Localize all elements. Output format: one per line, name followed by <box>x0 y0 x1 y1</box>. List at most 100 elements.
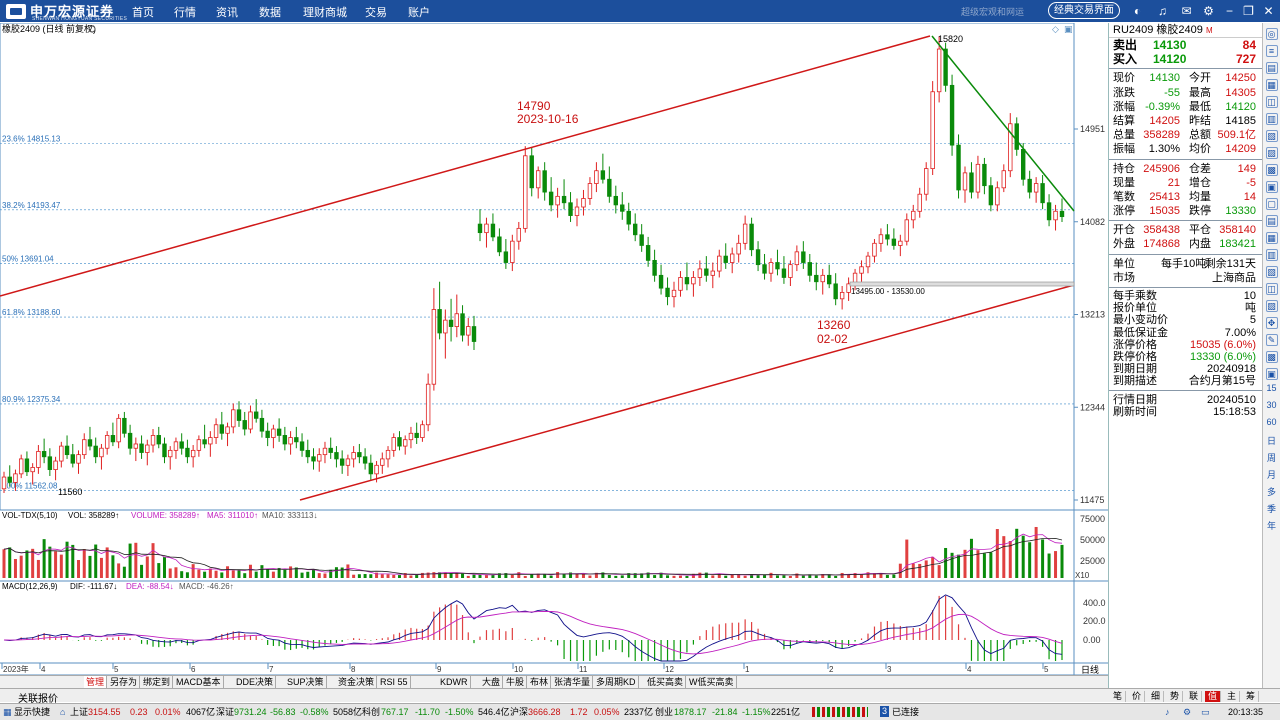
restore-icon[interactable]: ❐ <box>1243 3 1254 18</box>
sidebar-tool-icon[interactable]: ▣ <box>1265 181 1278 193</box>
indicator-tab[interactable]: W低买高卖 <box>687 676 737 688</box>
menu-quotes[interactable]: 行情 <box>174 7 196 19</box>
sidebar-tool-icon[interactable]: ▤ <box>1265 215 1278 227</box>
indicator-tab[interactable]: 布林 <box>528 676 552 688</box>
mail-icon[interactable]: ✉ <box>1181 3 1192 18</box>
period-button[interactable]: 60 <box>1266 417 1277 427</box>
indicator-tab[interactable]: 管理 <box>84 676 108 688</box>
panel-tab[interactable]: 主 <box>1224 691 1240 702</box>
candle-body <box>581 198 586 208</box>
chart-close-icon: ▣ <box>1064 24 1073 34</box>
quote-value: 13330 <box>1225 205 1256 218</box>
cy-value: 1878.17 <box>674 707 707 717</box>
indicator-tab[interactable]: 张清华量 <box>552 676 594 688</box>
quote-value: 245906 <box>1143 162 1180 175</box>
hs-value: 3666.28 <box>528 707 561 717</box>
status-tool-icon[interactable]: ▭ <box>1201 707 1210 717</box>
menu-trade[interactable]: 交易 <box>365 7 387 19</box>
period-button[interactable]: 30 <box>1266 400 1277 410</box>
date-tick-label: 2023年 <box>3 664 29 674</box>
grid-icon[interactable]: ▦ <box>3 707 12 717</box>
volume-bar <box>536 573 540 578</box>
panel-tab[interactable]: 值 <box>1205 691 1221 702</box>
home-icon[interactable]: ⌂ <box>60 707 66 717</box>
panel-tab[interactable]: 笔 <box>1110 691 1126 702</box>
candlestick-chart[interactable]: 橡胶2409 (日线 前复权) ◇ ▣14951140821321312344114… <box>0 23 1108 688</box>
date-tick-label: 6 <box>191 665 196 674</box>
sidebar-tool-icon[interactable]: ▧ <box>1265 266 1278 278</box>
skin-icon[interactable]: ◐ <box>1133 3 1142 18</box>
period-button[interactable]: 年 <box>1266 521 1276 531</box>
indicator-tab[interactable]: 另存为 <box>108 676 141 688</box>
indicator-tab[interactable]: 多周期KD <box>594 676 639 688</box>
menu-mall[interactable]: 理财商城 <box>303 7 347 19</box>
indicator-tab[interactable]: KDWR <box>438 676 471 688</box>
indicator-tab[interactable]: 大盘 <box>480 676 504 688</box>
period-button[interactable]: 月 <box>1266 470 1276 480</box>
related-quote-tab[interactable]: 关联报价 <box>18 694 58 705</box>
sidebar-tool-icon[interactable]: ▥ <box>1265 249 1278 261</box>
panel-tab[interactable]: 联 <box>1186 691 1202 702</box>
close-icon[interactable]: ✕ <box>1263 3 1274 18</box>
period-button[interactable]: 季 <box>1266 504 1276 514</box>
candle-body <box>1046 202 1052 221</box>
menu-account[interactable]: 账户 <box>408 7 430 19</box>
indicator-tabbar: 管理 另存为 绑定到 MACD基本 DDE决策 SUP决策 资金决策 RSI 55 KDWR 大盘… <box>0 675 1108 688</box>
candle-body <box>362 456 368 464</box>
sidebar-tool-icon[interactable]: ◫ <box>1265 283 1278 295</box>
indicator-tab[interactable]: SUP决策 <box>285 676 327 688</box>
panel-tab[interactable]: 价 <box>1129 691 1145 702</box>
indicator-tab[interactable]: 牛股 <box>504 676 528 688</box>
sidebar-tool-icon[interactable]: ▤ <box>1265 62 1278 74</box>
sidebar-tool-icon[interactable]: ▥ <box>1265 113 1278 125</box>
sidebar-tool-icon[interactable]: ▦ <box>1265 232 1278 244</box>
sidebar-tool-icon[interactable]: ▣ <box>1265 368 1278 380</box>
sidebar-tool-icon[interactable]: ▧ <box>1265 130 1278 142</box>
volume-bar <box>581 574 585 578</box>
volume-bar <box>918 563 922 578</box>
indicator-tab[interactable]: 低买高卖 <box>645 676 687 688</box>
indicator-tab[interactable]: 绑定到 <box>141 676 174 688</box>
panel-tab[interactable]: 细 <box>1148 691 1164 702</box>
classic-trade-button[interactable]: 经典交易界面 <box>1048 2 1120 19</box>
status-tool-icon[interactable]: ♪ <box>1165 707 1170 717</box>
period-button[interactable]: 周 <box>1266 453 1276 463</box>
info-value: 10 <box>1243 290 1256 302</box>
menu-home[interactable]: 首页 <box>132 7 154 19</box>
quote-label: 最高 <box>1189 86 1211 99</box>
sidebar-tool-icon[interactable]: ▦ <box>1265 79 1278 91</box>
sidebar-tool-icon[interactable]: ◎ <box>1265 28 1278 40</box>
remain-days: 剩余131天 <box>1204 257 1256 270</box>
period-button[interactable]: 多 <box>1266 487 1276 497</box>
menu-news[interactable]: 资讯 <box>216 7 238 19</box>
sidebar-tool-icon[interactable]: ≡ <box>1265 45 1278 57</box>
indicator-tab[interactable]: 资金决策 <box>336 676 378 688</box>
quote-value: 149 <box>1237 162 1256 175</box>
candle-body <box>1053 210 1058 221</box>
sell-vol: 84 <box>1242 38 1256 52</box>
sidebar-tool-icon[interactable]: ▩ <box>1265 351 1278 363</box>
sidebar-tool-icon[interactable]: ▢ <box>1265 198 1278 210</box>
minimize-icon[interactable]: − <box>1225 3 1233 18</box>
period-button[interactable]: 日 <box>1266 436 1276 446</box>
gear-icon[interactable]: ⚙ <box>1203 3 1214 18</box>
sidebar-tool-icon[interactable]: ✎ <box>1265 334 1278 346</box>
indicator-tab[interactable]: RSI 55 <box>378 676 411 688</box>
volume-bar <box>77 560 81 578</box>
sidebar-tool-icon[interactable]: ▨ <box>1265 300 1278 312</box>
sidebar-tool-icon[interactable]: ◫ <box>1265 96 1278 108</box>
panel-tab[interactable]: 势 <box>1167 691 1183 702</box>
sidebar-tool-icon[interactable]: ▨ <box>1265 147 1278 159</box>
volume-bar <box>504 573 508 578</box>
indicator-tab[interactable]: MACD基本 <box>174 676 224 688</box>
sidebar-tool-icon[interactable]: ✥ <box>1265 317 1278 329</box>
indicator-tab[interactable]: DDE决策 <box>234 676 277 688</box>
sidebar-tool-icon[interactable]: ▩ <box>1265 164 1278 176</box>
bell-icon[interactable]: ♫ <box>1158 3 1167 18</box>
period-button[interactable]: 15 <box>1266 383 1277 393</box>
chart-area[interactable]: 橡胶2409 (日线 前复权) ◇ ▣ 14951 14082 13213 12344 114… <box>0 23 1108 688</box>
volume-bar <box>763 574 767 578</box>
menu-data[interactable]: 数据 <box>259 7 281 19</box>
status-tool-icon[interactable]: ⚙ <box>1183 707 1192 717</box>
panel-tab[interactable]: 筹 <box>1243 691 1259 702</box>
